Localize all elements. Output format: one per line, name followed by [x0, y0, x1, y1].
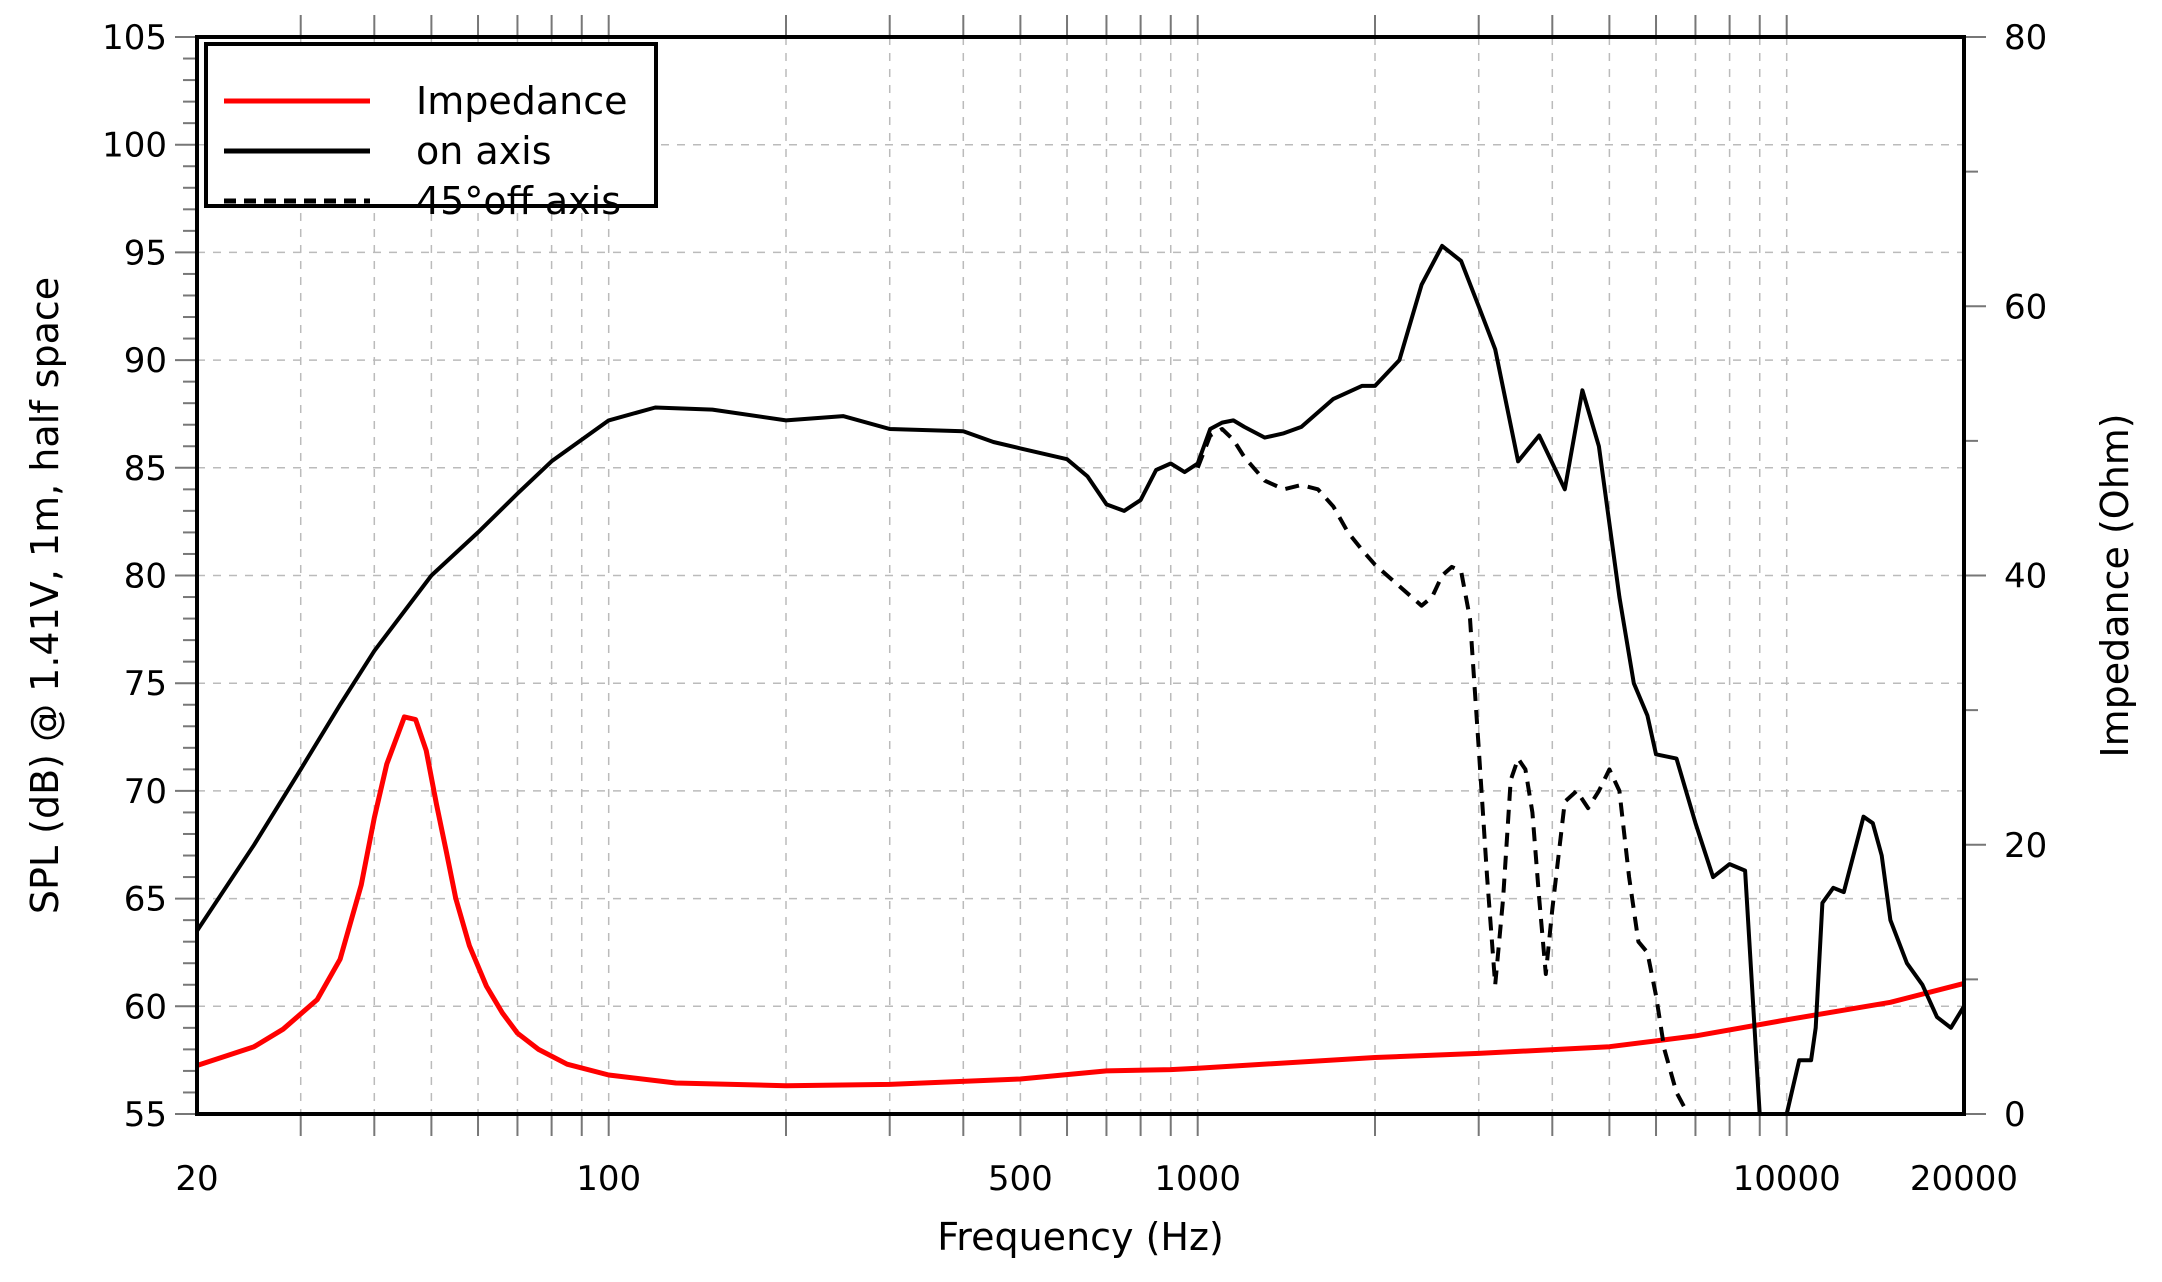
plot-frame — [195, 35, 1966, 1116]
y-tick-label: 75 — [124, 664, 167, 704]
y2-tick-label: 40 — [2004, 557, 2047, 597]
y-tick-label: 80 — [124, 557, 167, 597]
y2-tick-label: 60 — [2004, 287, 2047, 327]
legend-box — [204, 42, 658, 208]
series-45-off-axis — [1195, 427, 1717, 1116]
legend-label-impedance: Impedance — [416, 79, 628, 123]
x-tick-label: 20000 — [1910, 1159, 2018, 1199]
y-left-axis-title: SPL (dB) @ 1.41V, 1m, half space — [23, 277, 67, 914]
legend-item-off-axis: 45°off axis — [224, 179, 621, 223]
y-tick-label: 95 — [124, 233, 167, 273]
data-series — [195, 243, 1966, 1116]
legend-label-off-axis: 45°off axis — [416, 179, 621, 223]
x-tick-label: 10000 — [1733, 1159, 1841, 1199]
y-tick-label: 85 — [124, 449, 167, 489]
grid-lines — [197, 37, 1964, 1114]
legend-label-on-axis: on axis — [416, 129, 552, 173]
y-tick-label: 100 — [102, 126, 167, 166]
y-tick-label: 55 — [124, 1095, 167, 1135]
series-impedance — [196, 714, 1965, 1089]
x-tick-label: 20 — [175, 1159, 218, 1199]
y2-tick-label: 20 — [2004, 826, 2047, 866]
y2-tick-label: 80 — [2004, 18, 2047, 58]
legend-item-on-axis: on axis — [224, 129, 552, 173]
legend-item-impedance: Impedance — [224, 79, 628, 123]
y-right-axis-title: Impedance (Ohm) — [2093, 413, 2137, 757]
y-tick-label: 90 — [124, 341, 167, 381]
y2-tick-label: 0 — [2004, 1095, 2026, 1135]
tick-labels: 20 100 500 1000 10000 20000556065707580859095… — [102, 18, 2047, 1199]
legend: Impedance on axis 45°off axis — [204, 42, 658, 223]
y-tick-label: 65 — [124, 880, 167, 920]
y-tick-label: 60 — [124, 987, 167, 1027]
x-tick-label: 100 — [576, 1159, 641, 1199]
y-tick-label: 105 — [102, 18, 167, 58]
x-tick-label: 500 — [988, 1159, 1053, 1199]
series-on-axis — [195, 243, 1966, 1116]
y-tick-label: 70 — [124, 772, 167, 812]
x-axis-title: Frequency (Hz) — [937, 1215, 1224, 1259]
x-tick-label: 1000 — [1154, 1159, 1241, 1199]
axis-ticks — [175, 15, 1986, 1136]
